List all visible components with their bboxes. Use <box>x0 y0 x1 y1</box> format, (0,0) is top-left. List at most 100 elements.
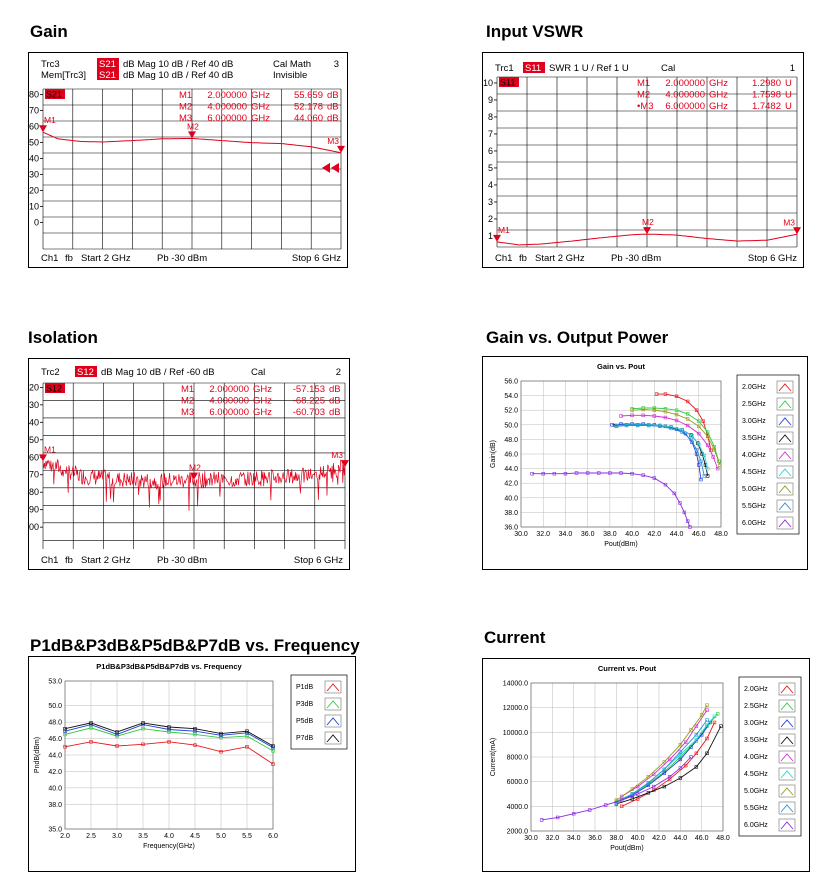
data-point <box>697 442 701 447</box>
y-tick-label: 20 <box>29 186 39 196</box>
series-line <box>616 704 708 801</box>
marker-value-unit: U <box>785 90 792 101</box>
trace-format: dB Mag 10 dB / Ref -60 dB <box>101 367 215 378</box>
legend-label: P5dB <box>296 718 313 725</box>
marker-label: M2 <box>187 121 199 131</box>
x-tick-label: 44.0 <box>674 835 688 842</box>
x-tick-label: 48.0 <box>716 835 730 842</box>
x-tick-label: 3.5 <box>138 833 148 840</box>
gain-vna-panel: Trc3 S21 dB Mag 10 dB / Ref 40 dB Cal Math 3… <box>28 52 348 268</box>
y-tick-label: 38.0 <box>48 802 62 809</box>
data-point <box>663 415 668 420</box>
legend-swatch <box>776 499 794 513</box>
marker-value: 1.7482 <box>752 101 781 112</box>
footer-fb: fb <box>519 253 527 264</box>
legend-swatch <box>776 465 794 479</box>
legend-swatch-line <box>780 736 794 745</box>
legend-swatch <box>776 431 794 445</box>
legend-swatch-line <box>780 719 794 728</box>
legend-swatch <box>778 784 796 798</box>
data-point <box>597 471 601 475</box>
y-tick-label: 56.0 <box>504 379 518 386</box>
marker-value-unit: dB <box>327 102 339 113</box>
marker-value-unit: U <box>785 101 792 112</box>
current-chart-panel: Current vs. Pout 30.0 32.0 34.0 36.0 38.0 40.0… <box>482 658 810 872</box>
x-axis-label: Pout(dBm) <box>604 541 637 548</box>
series-line <box>620 414 719 469</box>
y-axis-label: PndB(dBm) <box>34 737 41 773</box>
y-tick-label: 53.0 <box>48 679 62 686</box>
marker-freq: 6.000000 <box>209 407 249 418</box>
data-point <box>608 471 612 475</box>
marker-freq: 6.000000 <box>665 101 705 112</box>
legend-swatch-line <box>780 804 794 813</box>
data-point <box>652 414 657 418</box>
data-point <box>674 418 679 423</box>
trace-badge: S21 <box>99 70 116 81</box>
series-line <box>64 741 274 765</box>
y-tick-label: 38.0 <box>504 510 518 517</box>
trace-cal: Cal Math <box>273 59 311 70</box>
footer-power: Pb -30 dBm <box>157 555 207 566</box>
series-line <box>64 724 274 748</box>
series-line <box>616 722 711 804</box>
data-point <box>680 428 684 432</box>
marker-name: •M3 <box>637 101 654 112</box>
data-point <box>674 408 679 412</box>
data-point <box>685 519 690 523</box>
legend-label: 3.5GHz <box>742 435 766 442</box>
legend-swatch <box>778 682 796 696</box>
y-tick-label: 4 <box>488 180 493 190</box>
trace-badge-bg <box>97 58 119 69</box>
isolation-vna-panel: Trc2 S12 dB Mag 10 dB / Ref -60 dB Cal 2 -20 -… <box>28 358 350 570</box>
legend-swatch <box>778 699 796 713</box>
y-tick-label: 70 <box>29 106 39 116</box>
legend-swatch-line <box>780 702 794 711</box>
data-point <box>630 413 634 418</box>
marker-name: M1 <box>181 384 194 395</box>
marker-value: 55.659 <box>294 90 323 101</box>
marker-freq-unit: GHz <box>253 384 272 395</box>
y-tick-label: 50 <box>29 138 39 148</box>
legend-label: 3.5GHz <box>744 737 768 744</box>
data-point <box>624 423 629 428</box>
chart-title: Current vs. Pout <box>598 664 657 673</box>
gain-title: Gain <box>30 22 68 41</box>
legend-swatch <box>778 716 796 730</box>
marker-value: 52.178 <box>294 102 323 113</box>
footer-channel: Ch1 <box>495 253 512 264</box>
data-point <box>630 408 634 412</box>
trace-number: 2 <box>336 367 341 378</box>
trace-number: 3 <box>334 59 339 70</box>
legend-swatch <box>776 414 794 428</box>
y-tick-label: 8 <box>488 112 493 122</box>
y-tick-label: 36.0 <box>504 525 518 532</box>
y-tick-label: -20 <box>29 382 39 392</box>
y-tick-label: 1 <box>488 231 493 241</box>
y-tick-label: -40 <box>29 417 39 427</box>
data-point <box>705 466 710 471</box>
marker-value: -68.225 <box>293 396 325 407</box>
x-tick-label: 40.0 <box>631 835 645 842</box>
legend-label: 3.0GHz <box>744 720 768 727</box>
marker-name: M2 <box>179 102 192 113</box>
footer-start: Start 2 GHz <box>535 253 585 264</box>
series-line <box>64 722 274 747</box>
data-point <box>652 408 657 412</box>
x-tick-label: 2.5 <box>86 833 96 840</box>
data-point <box>89 740 93 744</box>
y-tick-label: 0 <box>34 218 39 228</box>
y-tick-label: 50.0 <box>504 422 518 429</box>
x-tick-label: 46.0 <box>695 835 709 842</box>
series-line <box>532 472 691 528</box>
marker-triangle <box>190 472 198 480</box>
data-point <box>651 772 656 776</box>
legend-label: P7dB <box>296 735 313 742</box>
marker-freq-unit: GHz <box>253 396 272 407</box>
series-line <box>64 727 274 752</box>
trace-badge-bg <box>97 69 119 80</box>
data-point <box>167 727 171 732</box>
legend-swatch <box>324 697 342 711</box>
legend-swatch <box>778 750 796 764</box>
data-point <box>705 703 709 707</box>
